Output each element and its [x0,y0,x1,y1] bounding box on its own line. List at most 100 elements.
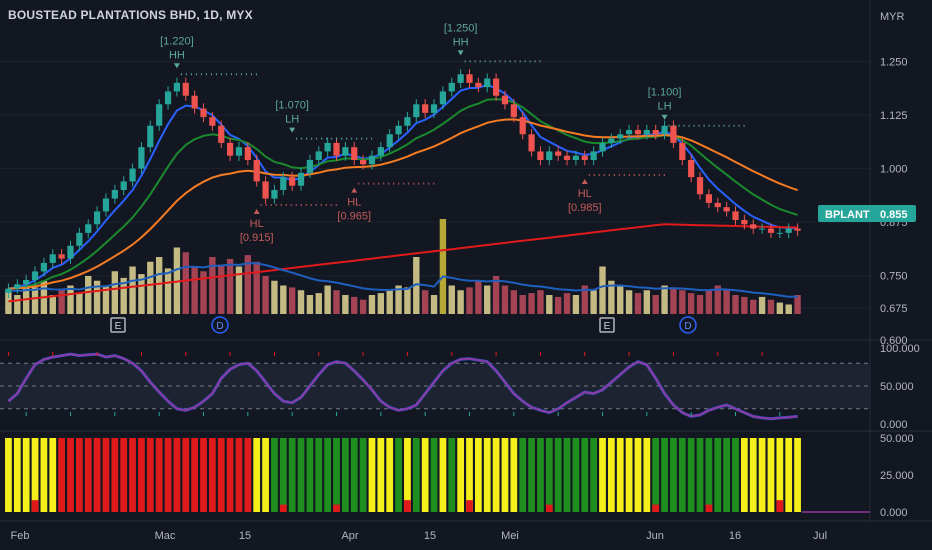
histogram-bar [652,438,660,512]
histogram-bar [297,438,305,512]
volume-bar [85,276,92,314]
time-tick-label: 15 [424,530,436,542]
volume-bars [5,219,801,314]
candlesticks [5,69,801,298]
histogram-bar [217,438,225,512]
dividend-marker [679,316,697,334]
histogram-bar [732,438,739,512]
histogram-bar [377,438,385,512]
volume-bar [625,290,633,314]
histogram-bar [545,504,553,512]
candle-body [244,147,251,160]
pivot-annotations: [1.220] HH [1.070] LH [1.250] HH [1.100] LH HL [0… [160,22,745,244]
volume-bar [732,295,739,314]
candle-body [484,78,491,88]
histogram-bar [75,438,83,512]
price-tick-label: 1.250 [880,56,908,68]
volume-bar [226,258,234,314]
candle-body [501,95,509,105]
histogram-bar [359,438,367,512]
histogram-bar [129,438,136,512]
volume-bar [5,290,12,314]
candle-body [696,177,704,195]
volume-bar [475,280,482,314]
histogram-bar [510,438,518,512]
candle-body [661,125,668,135]
pivot-high-marker [457,50,464,56]
volume-bar [590,290,597,314]
volume-bar [705,290,713,314]
time-axis[interactable]: Feb Mac 15 Apr 15 Mei Jun 16 Jul [11,530,828,542]
volume-bar [244,255,252,314]
candle-body [14,284,21,289]
histogram-bar [262,438,269,512]
candle-body [120,181,127,190]
volume-bar [359,299,367,314]
histogram-bar [590,438,598,512]
candle-body [519,117,526,135]
time-tick-label: Jul [813,530,827,542]
candle-body [289,177,296,186]
histogram-bar [84,438,92,512]
pivot-high-marker [173,63,180,69]
histogram-bar [138,438,145,512]
histogram-bar [572,438,580,512]
histogram-bar [678,438,686,512]
volume-bar [67,285,74,314]
histogram-bar [439,438,447,512]
volume-bar [501,285,509,314]
candle-body [422,104,429,113]
histogram-bar [696,438,704,512]
histogram-bar [785,438,793,512]
pivot-price-label: [0.985] [568,202,602,214]
volume-bar [155,257,163,314]
candle-body [413,104,420,118]
volume-bar [191,266,198,314]
candle-body [253,160,260,182]
volume-bar [58,290,65,314]
volume-bar [599,266,606,314]
candle-body [785,228,792,233]
histogram-bar [208,438,216,512]
candle-body [732,211,739,220]
histogram-bar [776,500,784,512]
oscillator-tick-label: 0.000 [880,419,908,431]
candle-body [741,220,748,225]
candle-body [111,190,118,199]
histogram-bar [607,438,615,512]
candle-body [306,160,314,173]
volume-bar [386,290,393,314]
earnings-label: E [604,321,611,332]
candle-body [40,262,48,272]
volume-bar [413,257,420,314]
volume-bar [147,261,154,314]
histogram-bar [625,438,633,512]
pivot-price-label: [0.965] [337,211,371,223]
histogram-bar [448,438,456,512]
histogram-bar [279,504,287,512]
candle-body [262,181,269,199]
candle-body [342,147,349,156]
candle-body [608,138,615,143]
candle-body [466,74,473,83]
candle-body [235,147,243,156]
histogram-bar [253,438,261,512]
histogram-bar [67,438,74,512]
histogram-bar [794,438,801,512]
volume-bar [439,219,447,314]
volume-bar [554,296,562,314]
histogram-bar [652,504,660,512]
pivot-type-label: HL [250,218,264,230]
histogram-bar [670,438,677,512]
volume-bar [377,293,385,314]
candle-body [359,160,367,165]
histogram-bar [767,438,775,512]
candle-body [85,224,92,233]
histogram-bar [776,438,784,512]
volume-bar [546,295,553,314]
candle-body [430,104,438,113]
histogram-bar [705,504,713,512]
candle-body [182,82,189,96]
